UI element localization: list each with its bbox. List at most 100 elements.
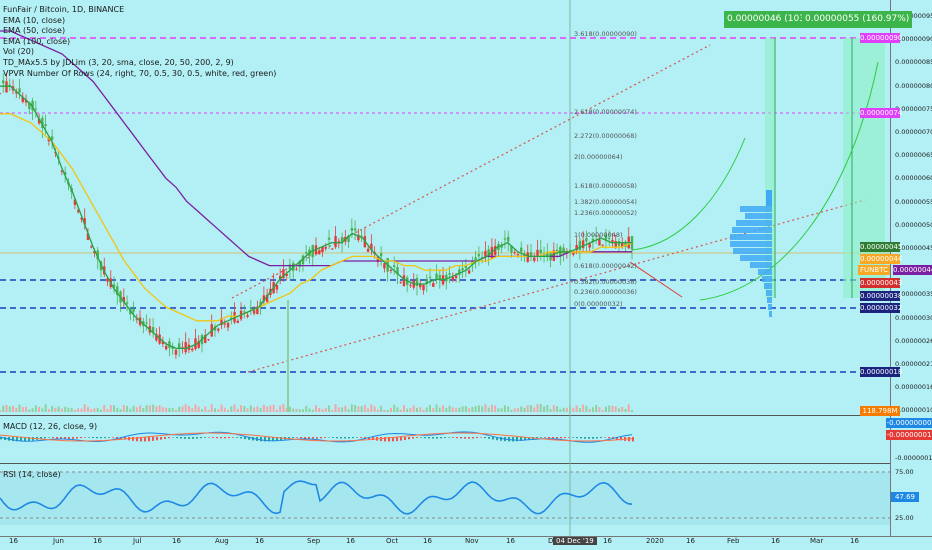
volume-bar — [318, 408, 321, 412]
volume-bar — [373, 406, 376, 412]
volume-bar — [474, 406, 477, 412]
volume-bar — [513, 408, 516, 412]
volume-bar — [220, 404, 223, 412]
volume-bar — [331, 409, 334, 412]
candle-body — [484, 250, 487, 258]
candle-body — [539, 249, 542, 254]
macd-histogram-bar — [288, 437, 290, 439]
legend-vpvr[interactable]: VPVR Number Of Rows (24, right, 70, 0.5,… — [3, 68, 277, 78]
volume-bar — [161, 407, 164, 412]
volume-bar — [34, 405, 37, 412]
macd-histogram-bar — [68, 437, 70, 439]
macd-histogram-bar — [524, 437, 526, 441]
volume-bar — [631, 409, 633, 412]
time-axis-tick: Mar — [810, 537, 824, 545]
macd-histogram-bar — [176, 437, 178, 439]
price-axis-tick: 0.00000060 — [895, 174, 932, 183]
candle-body — [96, 250, 99, 260]
candle-body — [419, 284, 422, 288]
macd-histogram-bar — [220, 437, 222, 439]
volume-bar — [533, 407, 536, 412]
volume-bar — [77, 408, 80, 412]
volume-bar — [129, 408, 132, 412]
rsi-label[interactable]: RSI (14, close) — [3, 470, 61, 479]
volume-bar — [106, 408, 109, 412]
volume-bar — [155, 406, 158, 412]
macd-histogram-bar — [476, 437, 478, 439]
macd-histogram-bar — [400, 437, 402, 441]
volume-bar — [393, 404, 396, 412]
volume-bar — [520, 406, 523, 412]
macd-histogram-bar — [572, 437, 574, 438]
volume-bar — [442, 405, 445, 412]
candle-body — [614, 241, 617, 248]
macd-histogram-bar — [588, 437, 590, 439]
volume-bar — [187, 405, 190, 412]
macd-histogram-bar — [160, 437, 162, 440]
candle-body — [399, 281, 402, 283]
candle-body — [422, 284, 425, 291]
volume-bar — [412, 405, 415, 412]
volume-bar — [627, 404, 630, 412]
candle-body — [145, 322, 148, 324]
legend-volume[interactable]: Vol (20) — [3, 47, 34, 57]
price-tag: 0.00000090 — [860, 33, 903, 43]
volume-bar — [572, 408, 575, 412]
volume-bar — [64, 406, 67, 412]
candle-body — [327, 237, 331, 240]
legend-ema100[interactable]: EMA (100, close) — [3, 36, 71, 46]
volume-bar — [204, 406, 207, 412]
macd-label[interactable]: MACD (12, 26, close, 9) — [3, 422, 98, 431]
candle-body — [445, 274, 448, 282]
volume-bar — [158, 405, 161, 412]
macd-histogram-bar — [364, 437, 366, 439]
volume-bar — [288, 406, 291, 412]
price-axis-tick: 0.00000021 — [895, 360, 932, 368]
legend-ema50[interactable]: EMA (50, close) — [3, 26, 66, 36]
price-axis-tick: 0.00000030 — [895, 313, 932, 322]
volume-bar — [468, 408, 471, 412]
candle-body — [282, 269, 285, 279]
candle-body — [467, 270, 471, 274]
volume-profile-bar — [732, 227, 772, 233]
price-axis-tick: 0.00000010 — [895, 406, 932, 415]
volume-bar — [406, 408, 409, 412]
candle-body — [8, 84, 11, 86]
candle-body — [409, 284, 412, 286]
macd-histogram-bar — [172, 437, 174, 438]
macd-histogram-bar — [320, 437, 322, 439]
volume-bar — [363, 404, 366, 412]
legend-td-max[interactable]: TD_MAx5.5 by JDLim (3, 20, sma, close, 2… — [3, 57, 234, 67]
projection-arrow-up — [631, 137, 746, 251]
legend-ema10[interactable]: EMA (10, close) — [3, 15, 66, 25]
fib-level-label: 0.618(0.00000042) — [574, 262, 637, 270]
time-axis-tick: 16 — [771, 537, 780, 545]
macd-histogram-bar — [240, 437, 242, 439]
macd-histogram-bar — [28, 437, 30, 441]
volume-bar — [624, 408, 627, 412]
volume-profile-bar — [740, 206, 772, 212]
macd-histogram-bar — [444, 437, 446, 438]
candle-body — [161, 341, 165, 344]
fib-level-label: 1.382(0.00000054) — [574, 198, 637, 206]
macd-histogram-bar — [20, 437, 22, 442]
volume-bar — [132, 405, 135, 412]
candle-body — [278, 275, 282, 280]
macd-histogram-bar — [268, 437, 270, 442]
macd-histogram-bar — [568, 437, 570, 438]
price-axis-tick: 0.00000055 — [895, 197, 932, 206]
time-axis-tick: Feb — [727, 537, 740, 545]
volume-bar — [598, 407, 601, 412]
macd-histogram-bar — [196, 437, 198, 439]
candle-body — [106, 278, 109, 282]
volume-bar — [614, 406, 617, 412]
macd-histogram-bar — [552, 437, 554, 439]
macd-histogram-bar — [596, 437, 598, 439]
macd-histogram-bar — [348, 437, 350, 439]
measure-callout-2[interactable]: 0.00000055 (160.97%) — [802, 11, 913, 28]
volume-profile-bar — [730, 241, 772, 247]
volume-bar — [21, 406, 24, 412]
candle-body — [21, 97, 25, 102]
volume-bar — [38, 406, 41, 412]
measure-callout-1[interactable]: 0.00000046 (103.8 — [724, 11, 817, 28]
